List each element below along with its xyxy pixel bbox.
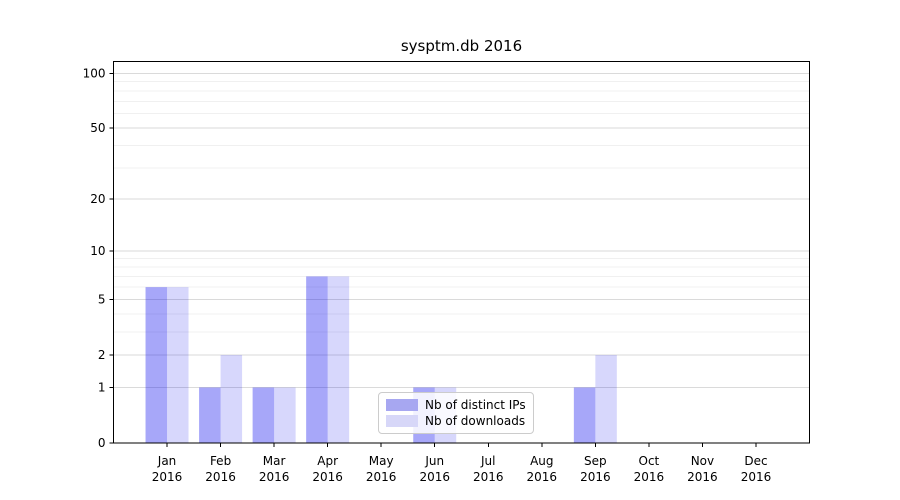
y-tick-label: 10 <box>90 244 105 258</box>
bar-downloads-mar <box>274 387 296 443</box>
bar-ips-feb <box>199 387 221 443</box>
x-tick-label-year: 2016 <box>473 470 504 484</box>
y-axis: 0 1 2 5 10 20 50 100 <box>83 66 114 450</box>
x-tick-label: Oct <box>639 454 660 468</box>
x-tick-label: Nov <box>691 454 714 468</box>
legend-label: Nb of downloads <box>425 413 526 428</box>
x-tick-label: Mar <box>263 454 286 468</box>
legend-item: Nb of downloads <box>386 414 526 429</box>
y-tick-label: 5 <box>98 292 106 306</box>
x-tick-label: Apr <box>317 454 338 468</box>
bar-downloads-jan <box>167 287 189 443</box>
bar-downloads-apr <box>327 276 350 443</box>
bar-downloads-sep <box>595 354 617 443</box>
legend-item: Nb of distinct IPs <box>386 398 526 413</box>
bars-group <box>145 276 617 443</box>
legend-swatch-distinct-ips <box>386 399 418 411</box>
legend-swatch-downloads <box>386 415 418 427</box>
x-tick-label: Jan <box>157 454 177 468</box>
major-gridlines <box>113 72 810 388</box>
bar-ips-apr <box>306 276 328 443</box>
bar-ips-sep <box>573 387 596 443</box>
x-tick-label-year: 2016 <box>366 470 397 484</box>
legend: Nb of distinct IPs Nb of downloads <box>378 392 534 434</box>
x-tick-label-year: 2016 <box>419 470 450 484</box>
x-tick-label: Jul <box>480 454 495 468</box>
x-tick-label-year: 2016 <box>205 470 236 484</box>
y-tick-label: 100 <box>83 66 106 80</box>
x-tick-label: Aug <box>530 454 553 468</box>
x-tick-label-year: 2016 <box>687 470 718 484</box>
y-tick-label: 2 <box>98 348 106 362</box>
x-tick-label: Feb <box>210 454 231 468</box>
y-tick-label: 20 <box>90 192 105 206</box>
y-tick-label: 1 <box>98 380 106 394</box>
x-tick-label: Jun <box>424 454 444 468</box>
x-tick-label: Dec <box>744 454 767 468</box>
bar-ips-jan <box>145 287 168 443</box>
bar-downloads-feb <box>220 354 243 443</box>
minor-gridlines <box>113 81 810 333</box>
y-tick-label: 0 <box>98 436 106 450</box>
x-tick-label-year: 2016 <box>634 470 665 484</box>
x-axis: Jan 2016 Feb 2016 Mar 2016 Apr 2016 May 2016 Jun 20… <box>152 443 771 484</box>
x-tick-label-year: 2016 <box>741 470 772 484</box>
x-tick-label: May <box>369 454 394 468</box>
bar-ips-mar <box>252 387 275 443</box>
x-tick-label-year: 2016 <box>152 470 183 484</box>
plot-border <box>113 61 810 444</box>
y-tick-label: 50 <box>90 121 105 135</box>
x-tick-label-year: 2016 <box>259 470 290 484</box>
x-tick-label-year: 2016 <box>312 470 343 484</box>
x-tick-label: Sep <box>584 454 607 468</box>
x-tick-label-year: 2016 <box>580 470 611 484</box>
chart-title: sysptm.db 2016 <box>401 37 522 55</box>
legend-label: Nb of distinct IPs <box>425 397 526 412</box>
x-tick-label-year: 2016 <box>527 470 558 484</box>
